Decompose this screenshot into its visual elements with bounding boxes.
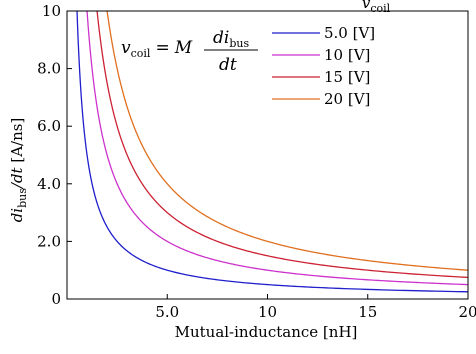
svg-text:vcoil: vcoil xyxy=(362,0,391,15)
legend-entry-4: 20 [V] xyxy=(324,90,370,108)
legend-entry-1: 5.0 [V] xyxy=(324,24,375,42)
equation-annotation: vcoil = M dibus dt xyxy=(121,28,258,75)
svg-text:dibus: dibus xyxy=(213,28,249,50)
svg-text:vcoil=M: vcoil = M xyxy=(121,38,193,60)
series-line-4 xyxy=(106,11,468,271)
y-tick-label: 8.0 xyxy=(37,60,61,78)
axis-ticks: 5.0 10 15 20 0 2.0 4.0 6.0 8.0 10 xyxy=(37,2,476,321)
series-line-1 xyxy=(76,11,468,293)
svg-text:dt: dt xyxy=(219,55,237,75)
y-tick-label: 10 xyxy=(42,2,61,20)
series-curves xyxy=(76,11,468,293)
y-tick-label: 0 xyxy=(51,290,61,308)
legend-entry-2: 10 [V] xyxy=(324,46,370,64)
x-tick-label: 20 xyxy=(458,303,476,321)
series-line-3 xyxy=(96,11,468,279)
x-tick-label: 10 xyxy=(258,303,277,321)
y-tick-label: 4.0 xyxy=(37,175,61,193)
x-axis-label: Mutual-inductance [nH] xyxy=(175,323,358,341)
legend-entry-3: 15 [V] xyxy=(324,68,370,86)
series-line-2 xyxy=(86,11,468,286)
x-tick-label: 15 xyxy=(358,303,377,321)
x-tick-label: 5.0 xyxy=(155,303,179,321)
legend: vcoil 5.0 [V] 10 [V] 15 [V] 20 [V] xyxy=(272,0,391,108)
y-axis-label: dibus/dt [A/ns] xyxy=(8,118,29,223)
y-tick-label: 2.0 xyxy=(37,232,61,250)
y-tick-label: 6.0 xyxy=(37,117,61,135)
